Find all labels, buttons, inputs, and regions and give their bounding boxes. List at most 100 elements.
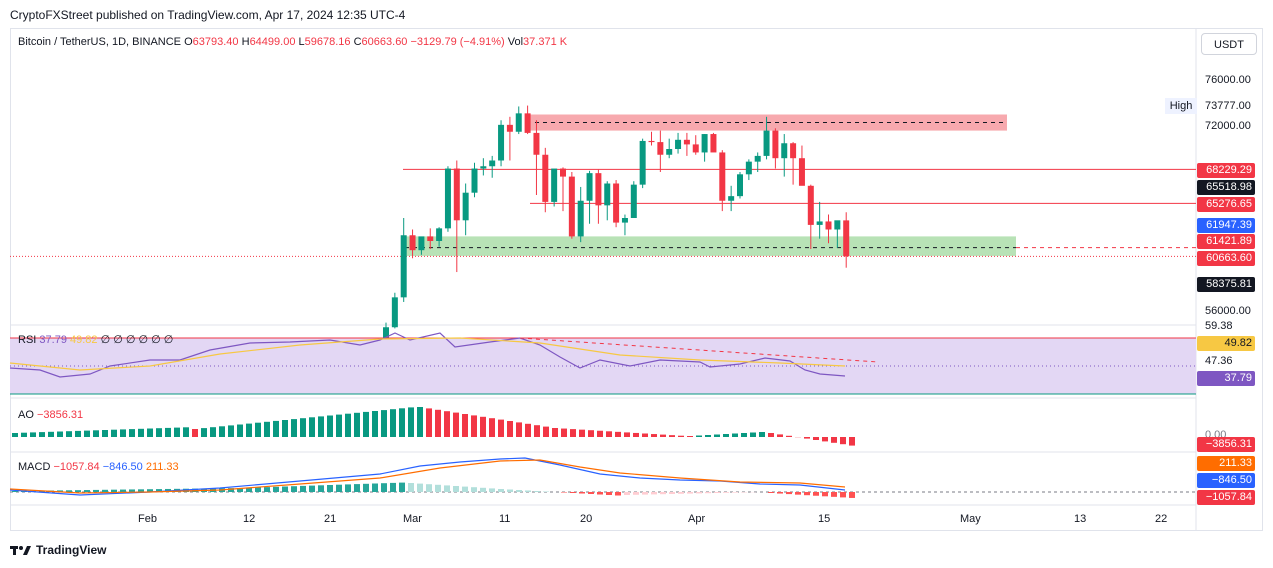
macd-hist-bar [660, 492, 666, 495]
macd-hist-bar [480, 487, 486, 492]
macd-hist-bar [300, 485, 306, 492]
macd-hist-bar [381, 483, 387, 492]
macd-hist-bar [543, 491, 549, 492]
ao-bar [840, 437, 846, 445]
candle-body [834, 220, 841, 230]
rsi-extras: ∅ ∅ ∅ ∅ ∅ ∅ [100, 334, 174, 346]
ao-bar [579, 429, 585, 437]
change-value: −3129.79 (−4.91%) [410, 36, 505, 48]
price-tag-61421: 61421.89 [1197, 234, 1255, 249]
ao-bar [606, 431, 612, 437]
ao-bar [111, 429, 117, 437]
symbol-name[interactable]: Bitcoin / TetherUS, 1D, BINANCE [18, 36, 182, 48]
macd-hist-bar [777, 492, 783, 494]
candle-body [400, 235, 407, 298]
ao-bar [237, 424, 243, 437]
ao-bar [12, 433, 18, 437]
close-value: 60663.60 [361, 36, 408, 48]
macd-hist-bar [327, 485, 333, 492]
time-tick-21: 21 [324, 513, 337, 525]
ao-bar [300, 418, 306, 437]
candle-body [843, 220, 850, 257]
candle-body [737, 174, 743, 197]
macd-hist-bar [435, 484, 441, 492]
macd-line-value: −846.50 [102, 461, 143, 473]
price-tag-68229: 68229.29 [1197, 163, 1255, 178]
macd-hist-bar [453, 486, 459, 492]
candle-body [719, 152, 726, 201]
macd-hist-bar [120, 489, 126, 492]
ao-bar [273, 420, 279, 437]
high-label: H [241, 36, 250, 48]
price-tag-65276: 65276.65 [1197, 197, 1255, 212]
low-value: 59678.16 [304, 36, 351, 48]
candle-body [825, 221, 832, 230]
macd-hist-bar [309, 485, 315, 492]
macd-hist-bar [714, 492, 720, 493]
candle-body [657, 142, 664, 155]
ao-bar [192, 429, 198, 437]
ao-bar [138, 428, 144, 437]
macd-hist-bar [12, 491, 18, 492]
ao-label: AO [18, 409, 34, 421]
ao-bar [786, 435, 792, 437]
macd-hist-bar [768, 492, 774, 493]
ao-bar [336, 414, 342, 437]
ao-bar [462, 414, 468, 437]
macd-signal-line [9, 459, 846, 494]
macd-hist-bar [138, 489, 144, 492]
macd-hist-bar [291, 486, 297, 492]
currency-button[interactable]: USDT [1201, 33, 1257, 55]
candle-body [489, 160, 496, 167]
symbol-header: Bitcoin / TetherUS, 1D, BINANCE O63793.4… [18, 36, 567, 48]
macd-hist-bar [390, 482, 396, 492]
rsi-ma-line [9, 337, 846, 371]
macd-signal-value: 211.33 [145, 461, 179, 473]
ao-bar [705, 435, 711, 437]
ao-bar [822, 437, 828, 442]
ao-bar [102, 430, 108, 437]
macd-label: MACD [18, 461, 51, 473]
macd-hist-bar [642, 492, 648, 495]
macd-hist-bar [372, 483, 378, 492]
high-value-tag: 73777.00 [1205, 100, 1251, 112]
tradingview-logo[interactable]: TradingView [10, 543, 106, 557]
candle-body [683, 139, 690, 145]
ao-bar [759, 432, 765, 437]
macd-line-tag: −846.50 [1197, 473, 1255, 488]
macd-hist-bar [489, 488, 495, 492]
ao-bar [651, 434, 657, 437]
ao-bar [183, 427, 189, 437]
ao-bar [525, 423, 531, 437]
macd-signal-tag: 211.33 [1197, 456, 1255, 471]
macd-hist-bar [525, 490, 531, 492]
ao-bar [741, 433, 747, 437]
candle-body [692, 144, 699, 153]
low-label: L [298, 36, 305, 48]
time-tick-20: 20 [580, 513, 593, 525]
rsi-ma-tag: 49.82 [1197, 336, 1255, 351]
ao-bar [678, 435, 684, 437]
ao-bar [489, 418, 495, 437]
candle-body [453, 168, 460, 221]
macd-hist-bar [534, 491, 540, 492]
candle-body [577, 200, 584, 237]
rsi-label: RSI [18, 334, 37, 346]
close-label: C [353, 36, 362, 48]
price-tag-58375: 58375.81 [1197, 277, 1255, 292]
ao-bar [48, 431, 54, 437]
ao-bar [246, 423, 252, 437]
macd-hist-bar [84, 490, 90, 492]
rsi-axis-mid: 47.36 [1205, 355, 1233, 367]
candle-body [427, 236, 434, 241]
macd-hist-bar [588, 492, 594, 494]
rsi-tag: 37.79 [1197, 371, 1255, 386]
ao-bar [570, 429, 576, 437]
macd-hist-bar [561, 492, 567, 493]
macd-hist-bar [408, 483, 414, 492]
rsi-axis-upper: 59.38 [1205, 320, 1233, 332]
candle-body [498, 124, 505, 161]
ao-bar [210, 427, 216, 437]
macd-hist-bar [831, 492, 837, 497]
